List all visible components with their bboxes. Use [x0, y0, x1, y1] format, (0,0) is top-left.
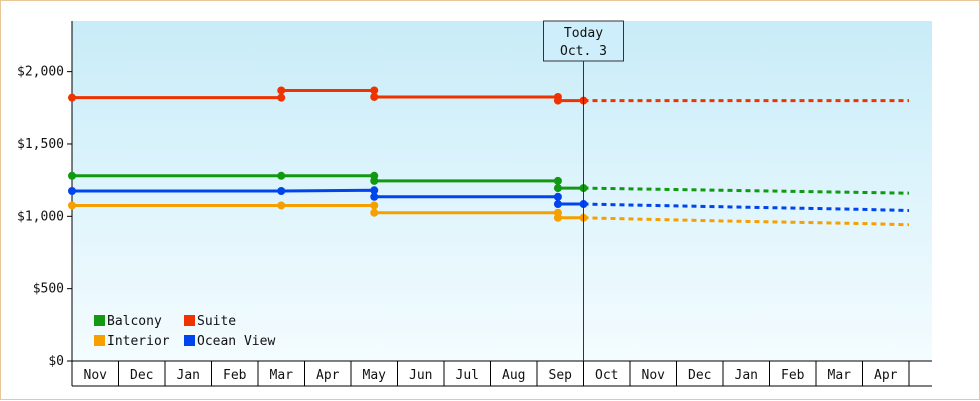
month-label: Feb — [223, 368, 247, 383]
legend: Balcony Suite Interior Ocean View — [94, 314, 275, 349]
y-tick-label: $0 — [48, 354, 64, 369]
legend-swatch — [94, 335, 105, 346]
data-point[interactable] — [370, 208, 379, 217]
today-date: Oct. 3 — [560, 44, 607, 59]
data-point[interactable] — [370, 92, 379, 101]
data-point[interactable] — [553, 213, 562, 222]
data-point[interactable] — [553, 184, 562, 193]
data-point[interactable] — [553, 200, 562, 209]
legend-item: Interior — [94, 334, 170, 349]
month-label: Aug — [502, 368, 525, 383]
month-label: Dec — [130, 368, 153, 383]
today-label: Today — [564, 26, 603, 41]
data-point[interactable] — [370, 192, 379, 201]
data-point[interactable] — [277, 86, 286, 95]
data-point[interactable] — [68, 201, 76, 210]
month-label: Apr — [874, 368, 898, 383]
legend-item: Ocean View — [184, 334, 275, 349]
series-projection — [583, 216, 910, 227]
month-label: Feb — [781, 368, 805, 383]
month-label: Mar — [270, 368, 294, 383]
month-label: Nov — [84, 368, 108, 383]
month-label: Jan — [735, 368, 758, 383]
data-point[interactable] — [370, 176, 379, 185]
month-label: Jan — [177, 368, 200, 383]
y-axis: $0 $500 $1,000 $1,500 $2,000 — [17, 21, 73, 369]
y-tick-label: $2,000 — [17, 65, 64, 80]
legend-swatch — [184, 315, 195, 326]
data-point[interactable] — [370, 186, 379, 195]
series-projection — [583, 186, 910, 195]
data-point[interactable] — [68, 171, 76, 180]
month-label: Dec — [688, 368, 711, 383]
data-point[interactable] — [277, 171, 286, 180]
data-point[interactable] — [553, 192, 562, 201]
data-point[interactable] — [277, 187, 286, 195]
y-tick-label: $1,000 — [17, 209, 64, 224]
series-suite — [68, 86, 909, 105]
month-label: Apr — [316, 368, 340, 383]
data-point[interactable] — [553, 96, 562, 105]
legend-item: Balcony — [94, 314, 162, 329]
legend-label: Interior — [107, 334, 170, 349]
month-label: Mar — [828, 368, 852, 383]
y-tick-label: $500 — [33, 282, 64, 297]
legend-label: Balcony — [107, 314, 162, 329]
today-marker: Today Oct. 3 — [543, 20, 624, 361]
series-interior — [68, 201, 910, 227]
data-point[interactable] — [277, 201, 286, 210]
legend-swatch — [184, 335, 195, 346]
month-label: Nov — [642, 368, 666, 383]
legend-swatch — [94, 315, 105, 326]
x-axis: Nov Dec Jan Feb Mar Apr May Jun Jul Aug Sep Oct Nov D… — [71, 360, 932, 387]
data-point[interactable] — [68, 93, 76, 102]
series-ocean-view — [68, 186, 910, 213]
data-point[interactable] — [277, 93, 286, 102]
month-label: Oct — [595, 368, 618, 383]
month-label: Sep — [549, 368, 573, 383]
series-layer — [68, 86, 910, 227]
series-balcony — [68, 171, 910, 195]
data-point[interactable] — [68, 187, 76, 195]
legend-label: Suite — [197, 314, 236, 329]
legend-item: Suite — [184, 314, 236, 329]
legend-label: Ocean View — [197, 334, 275, 349]
data-point[interactable] — [553, 176, 562, 185]
data-point[interactable] — [370, 201, 379, 210]
month-label: Jun — [409, 368, 432, 383]
today-box — [543, 20, 624, 62]
month-label: Jul — [456, 368, 479, 383]
data-point[interactable] — [370, 86, 379, 95]
month-label: May — [363, 368, 387, 383]
series-projection — [583, 202, 910, 213]
y-tick-label: $1,500 — [17, 137, 64, 152]
